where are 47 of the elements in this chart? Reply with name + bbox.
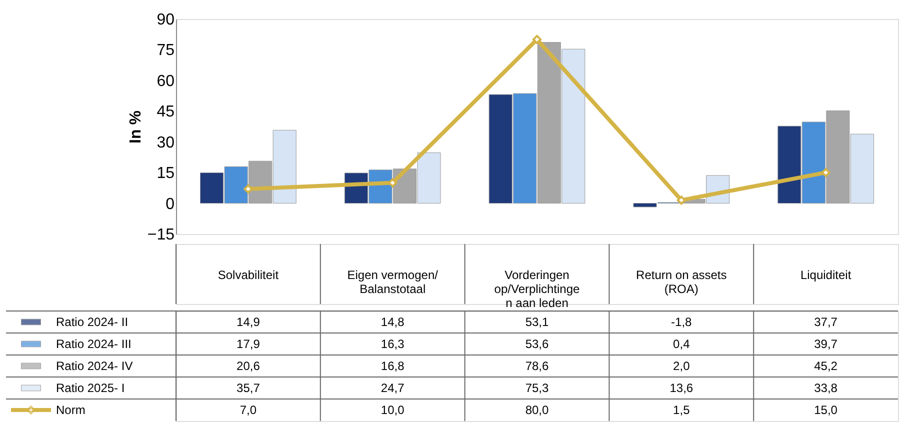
y-tick-label: 75	[156, 42, 175, 60]
y-tick-label: 30	[156, 134, 175, 152]
data-label: 16,3	[380, 337, 405, 351]
data-label: -1,8	[671, 315, 692, 329]
data-label: 45,2	[814, 359, 838, 373]
y-tick-label: 0	[166, 196, 175, 213]
data-label: 53,1	[525, 315, 549, 329]
data-label: 35,7	[236, 381, 260, 395]
data-label: 14,9	[236, 315, 260, 329]
x-tick-label: Return on assets (ROA)	[636, 268, 727, 296]
data-label: 2,0	[673, 359, 690, 373]
data-label: 24,7	[380, 381, 405, 395]
legend-label: Ratio 2025- I	[56, 381, 125, 395]
x-tick-label: Vorderingen op/Verplichtinge n aan leden	[494, 268, 580, 310]
data-label: 13,6	[670, 381, 694, 395]
data-label: 20,6	[236, 359, 260, 373]
x-tick-label: Eigen vermogen/ Balanstotaal	[347, 268, 439, 296]
data-label: 80,0	[525, 403, 549, 417]
x-tick-label: Solvabiliteit	[218, 268, 280, 282]
data-label: 37,7	[814, 315, 838, 329]
data-label: 0,4	[673, 337, 690, 351]
point	[532, 34, 542, 44]
y-axis-title: In %	[127, 110, 144, 144]
legend-label: Norm	[56, 403, 86, 417]
data-label: 14,8	[380, 315, 405, 329]
data-label: 7,0	[240, 403, 257, 417]
x-tick-label: Liquiditeit	[800, 268, 852, 282]
data-label: 10,0	[380, 403, 405, 417]
data-label: 53,6	[525, 337, 549, 351]
data-label: 15,0	[814, 403, 838, 417]
y-tick-label: 90	[156, 12, 175, 28]
data-label: 78,6	[525, 359, 549, 373]
y-tick-label: 60	[156, 72, 175, 90]
point	[821, 168, 830, 178]
legend-label: Ratio 2024- III	[56, 337, 132, 351]
data-label: 39,7	[814, 337, 838, 351]
legend-label: Ratio 2024- IV	[56, 359, 133, 373]
point	[676, 196, 686, 205]
data-label: 1,5	[673, 403, 690, 417]
legend-label: Ratio 2024- II	[56, 315, 128, 329]
data-label: 33,8	[814, 381, 838, 395]
y-tick-label: 15	[156, 165, 175, 182]
data-label: 75,3	[525, 381, 549, 395]
y-tick-label: −15	[147, 226, 175, 244]
data-label: 17,9	[236, 337, 260, 351]
y-tick-label: 45	[156, 104, 175, 121]
data-label: 16,8	[380, 359, 405, 373]
